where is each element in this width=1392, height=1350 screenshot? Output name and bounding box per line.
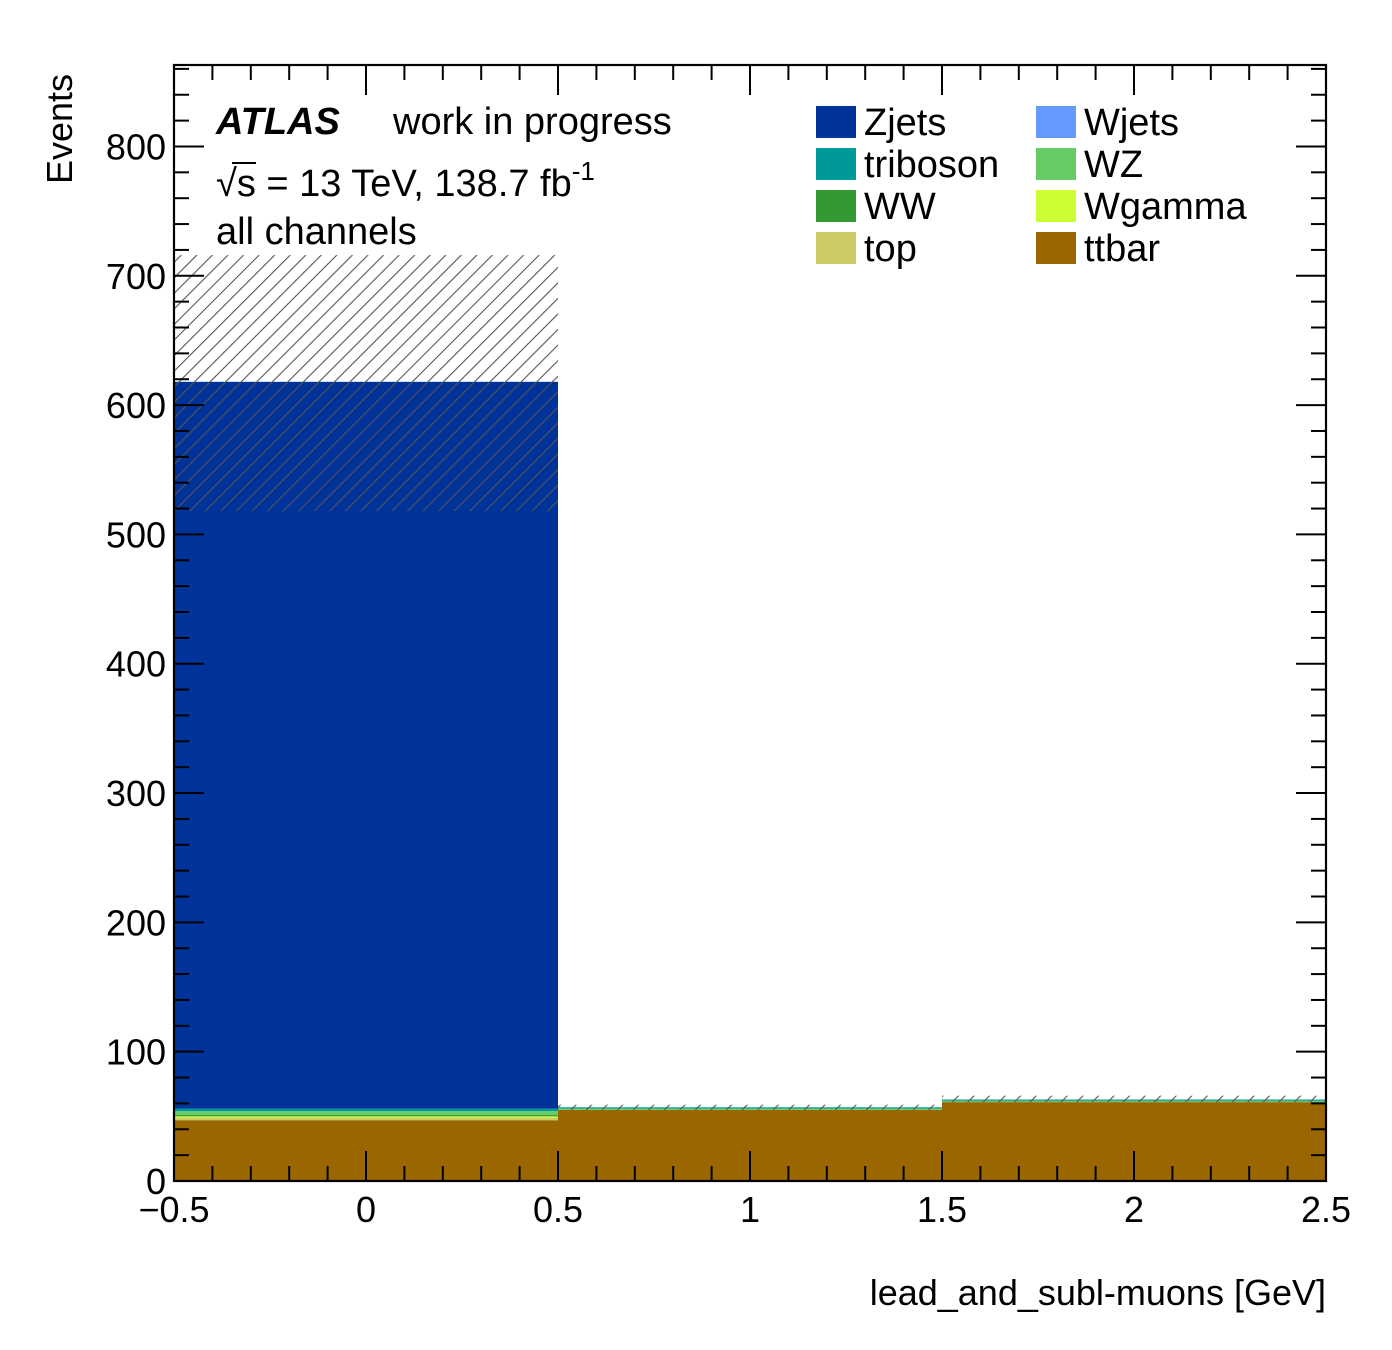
x-tick-label-0: −0.5 [138,1189,209,1230]
legend-swatch-ttbar [1036,232,1076,264]
atlas-label: ATLAS [215,101,340,143]
legend-label-Wgamma: Wgamma [1084,186,1247,228]
legend-label-ttbar: ttbar [1084,228,1160,270]
legend-swatch-Wgamma [1036,190,1076,222]
legend-label-top: top [864,228,917,270]
energy-superscript: -1 [572,156,595,186]
legend-label-WW: WW [864,186,936,228]
x-axis-title: lead_and_subl-muons [GeV] [870,1272,1326,1313]
x-tick-label-1: 0 [356,1189,376,1230]
legend-swatch-top [816,232,856,264]
uncertainty-band-bin-0 [174,255,558,512]
x-tick-label-2: 0.5 [533,1189,583,1230]
y-tick-label-3: 300 [106,773,166,814]
legend-swatch-WW [816,190,856,222]
legend: Zjets Wjets triboson WZ WW Wgamma top ttbar [816,102,1247,270]
legend-label-Zjets: Zjets [864,102,946,144]
uncertainty-band-bin-2 [942,1095,1326,1103]
bar-Wgamma-bin-0 [174,1116,558,1118]
bar-WW-bin-0 [174,1115,558,1117]
atlas-info: ATLAS work in progress √s = 13 TeV, 138.… [215,101,672,253]
x-tick-label-3: 1 [740,1189,760,1230]
y-axis-title: Events [39,74,80,184]
y-tick-label-5: 500 [106,514,166,555]
uncertainty-band-bin-1 [558,1104,942,1110]
legend-label-triboson: triboson [864,144,999,186]
y-tick-label-2: 200 [106,902,166,943]
y-tick-label-7: 700 [106,256,166,297]
y-tick-label-1: 100 [106,1032,166,1073]
energy-label: √s = 13 TeV, 138.7 fb-1 [216,156,595,205]
bar-triboson-bin-0 [174,1108,558,1112]
y-tick-label-0: 0 [146,1161,166,1202]
x-tick-label-4: 1.5 [917,1189,967,1230]
sqrt-symbol: √ [216,163,237,205]
x-tick-label-6: 2.5 [1301,1189,1351,1230]
legend-swatch-Wjets [1036,106,1076,138]
y-tick-labels: 0 100 200 300 400 500 600 700 800 [106,126,166,1202]
y-tick-label-8: 800 [106,126,166,167]
axis-ticks [173,65,1327,1182]
x-tick-labels: −0.5 0 0.5 1 1.5 2 2.5 [138,1189,1351,1230]
x-tick-label-5: 2 [1124,1189,1144,1230]
energy-text: s = 13 TeV, 138.7 fb [237,163,572,205]
bar-WZ-bin-0 [174,1111,558,1116]
legend-swatch-Zjets [816,106,856,138]
legend-swatch-WZ [1036,148,1076,180]
legend-swatch-triboson [816,148,856,180]
uncertainty-bands [174,255,1326,1110]
legend-label-WZ: WZ [1084,144,1143,186]
legend-label-Wjets: Wjets [1084,102,1179,144]
bar-top-bin-0 [174,1117,558,1121]
y-tick-label-4: 400 [106,644,166,685]
status-label: work in progress [392,101,672,143]
channel-label: all channels [216,211,417,253]
y-tick-label-6: 600 [106,385,166,426]
